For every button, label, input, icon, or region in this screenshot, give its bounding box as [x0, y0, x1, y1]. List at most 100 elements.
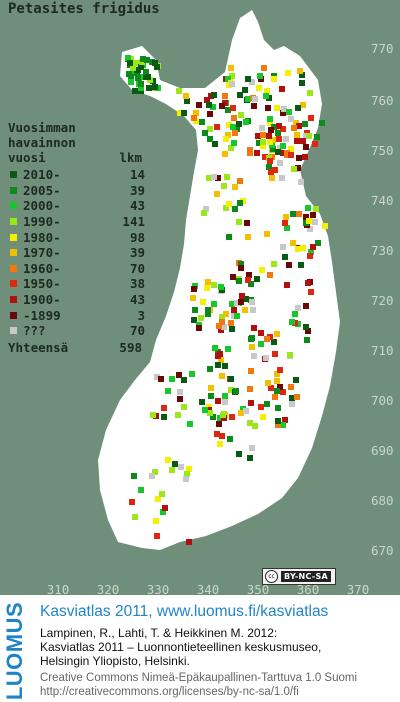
- atlas-link[interactable]: Kasviatlas 2011, www.luomus.fi/kasviatla…: [40, 603, 329, 620]
- observation-square: [275, 149, 281, 155]
- observation-square: [204, 97, 210, 103]
- observation-square: [232, 184, 238, 190]
- y-tick-690: 690: [371, 443, 394, 458]
- observation-square: [233, 388, 239, 394]
- observation-square: [207, 366, 213, 372]
- observation-square: [244, 220, 250, 226]
- observation-square: [189, 371, 195, 377]
- legend-swatch: [10, 171, 17, 179]
- cc-license-text: BY-NC-SA: [281, 571, 332, 582]
- observation-square: [154, 533, 160, 539]
- observation-square: [140, 56, 146, 62]
- observation-square: [257, 73, 263, 79]
- observation-square: [219, 433, 225, 439]
- observation-square: [214, 431, 220, 437]
- observation-square: [288, 146, 294, 152]
- observation-square: [132, 88, 138, 94]
- observation-square: [196, 102, 202, 108]
- y-tick-710: 710: [371, 343, 394, 358]
- observation-square: [229, 73, 235, 79]
- observation-square: [268, 385, 274, 391]
- observation-square: [280, 126, 286, 132]
- observation-square: [155, 496, 161, 502]
- observation-square: [248, 368, 254, 374]
- observation-square: [176, 88, 182, 94]
- observation-square: [251, 353, 257, 359]
- observation-square: [234, 313, 240, 319]
- legend-label: 1960-: [23, 260, 61, 276]
- observation-square: [132, 514, 138, 520]
- observation-square: [214, 191, 220, 197]
- legend-swatch: [10, 280, 17, 288]
- x-tick-310: 310: [46, 582, 70, 595]
- observation-square: [248, 336, 254, 342]
- observation-square: [165, 457, 171, 463]
- observation-square: [225, 107, 231, 113]
- citation-line-2: Kasviatlas 2011 – Luonnontieteellinen ke…: [40, 640, 322, 654]
- observation-square: [314, 134, 320, 140]
- legend-swatch: [10, 249, 17, 257]
- legend-count: 43: [129, 292, 145, 308]
- legend-label: 1950-: [23, 276, 61, 292]
- observation-square: [237, 92, 243, 98]
- map-canvas: [98, 10, 340, 550]
- observation-square: [272, 351, 278, 357]
- observation-square: [258, 341, 264, 347]
- license-url[interactable]: http://creativecommons.org/licenses/by-n…: [40, 685, 299, 698]
- observation-square: [177, 396, 183, 402]
- observation-square: [161, 414, 167, 420]
- observation-square: [138, 81, 144, 87]
- observation-square: [252, 423, 258, 429]
- observation-square: [181, 377, 187, 383]
- observation-square: [211, 92, 217, 98]
- legend-swatch: [10, 233, 17, 241]
- observation-square: [265, 105, 271, 111]
- y-tick-770: 770: [371, 41, 394, 56]
- observation-square: [222, 399, 228, 405]
- observation-square: [247, 455, 253, 461]
- observation-square: [138, 85, 144, 91]
- observation-square: [288, 152, 294, 158]
- legend-item: 1950- 38: [8, 276, 150, 292]
- observation-square: [230, 124, 236, 130]
- observation-square: [267, 116, 273, 122]
- observation-square: [246, 272, 252, 278]
- observation-square: [243, 119, 249, 125]
- cc-license-badge[interactable]: cc BY-NC-SA: [262, 568, 336, 585]
- observation-square: [254, 150, 260, 156]
- observation-square: [260, 414, 266, 420]
- observation-square: [275, 130, 281, 136]
- legend-swatch: [10, 202, 17, 210]
- citation-line-3: Helsingin Yliopisto, Helsinki.: [40, 654, 190, 668]
- legend-label: 2010-: [23, 167, 61, 183]
- observation-square: [225, 346, 231, 352]
- observation-square: [249, 445, 255, 451]
- observation-square: [281, 106, 287, 112]
- y-tick-720: 720: [371, 293, 394, 308]
- observation-square: [294, 138, 300, 144]
- observation-square: [247, 420, 253, 426]
- observation-square: [251, 325, 257, 331]
- legend-item: 2010- 14: [8, 167, 150, 183]
- observation-square: [294, 132, 300, 138]
- observation-square: [245, 277, 251, 283]
- observation-square: [191, 115, 197, 121]
- observation-square: [254, 276, 260, 282]
- legend-count: 98: [129, 229, 145, 245]
- observation-square: [199, 399, 205, 405]
- observation-square: [271, 76, 277, 82]
- legend-count: 14: [129, 167, 145, 183]
- x-tick-320: 320: [96, 582, 120, 595]
- legend-total: Yhteensä 598: [8, 340, 150, 355]
- observation-square: [289, 395, 295, 401]
- observation-square: [228, 320, 234, 326]
- observation-square: [207, 410, 213, 416]
- observation-square: [266, 164, 272, 170]
- observation-square: [284, 150, 290, 156]
- observation-square: [295, 165, 301, 171]
- observation-square: [138, 487, 144, 493]
- legend-label: 1990-: [23, 214, 61, 230]
- observation-square: [312, 141, 318, 147]
- observation-square: [275, 418, 281, 424]
- observation-square: [205, 279, 211, 285]
